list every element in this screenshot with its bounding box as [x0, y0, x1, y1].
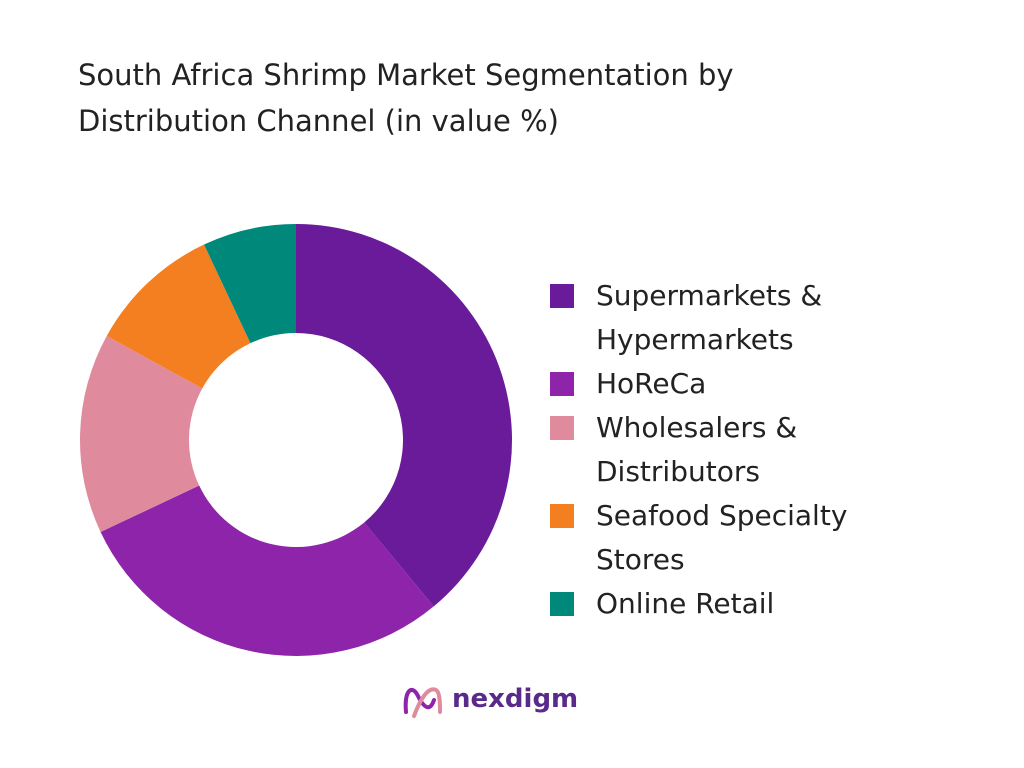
slice [204, 224, 296, 344]
slice [100, 485, 434, 656]
legend-label: Seafood Specialty Stores [596, 499, 848, 576]
legend-item: Wholesalers & Distributors [550, 406, 910, 494]
legend-swatch [550, 284, 574, 308]
legend-item: Supermarkets & Hypermarkets [550, 274, 910, 362]
legend: Supermarkets & Hypermarkets HoReCa Wholesa… [550, 274, 910, 626]
legend-label: Supermarkets & Hypermarkets [596, 279, 823, 356]
legend-item: Seafood Specialty Stores [550, 494, 910, 582]
legend-item: HoReCa [550, 362, 910, 406]
legend-swatch [550, 592, 574, 616]
legend-swatch [550, 372, 574, 396]
legend-item: Online Retail [550, 582, 910, 626]
logo: nexdigm [452, 684, 579, 714]
slice [80, 335, 203, 532]
slice [106, 244, 251, 389]
legend-label: HoReCa [596, 367, 707, 400]
legend-swatch [550, 416, 574, 440]
legend-label: Wholesalers & Distributors [596, 411, 798, 488]
legend-label: Online Retail [596, 587, 775, 620]
slice [296, 224, 513, 607]
chart-title: South Africa Shrimp Market Segmentation … [78, 58, 734, 138]
logo-icon [403, 687, 442, 718]
legend-swatch [550, 504, 574, 528]
